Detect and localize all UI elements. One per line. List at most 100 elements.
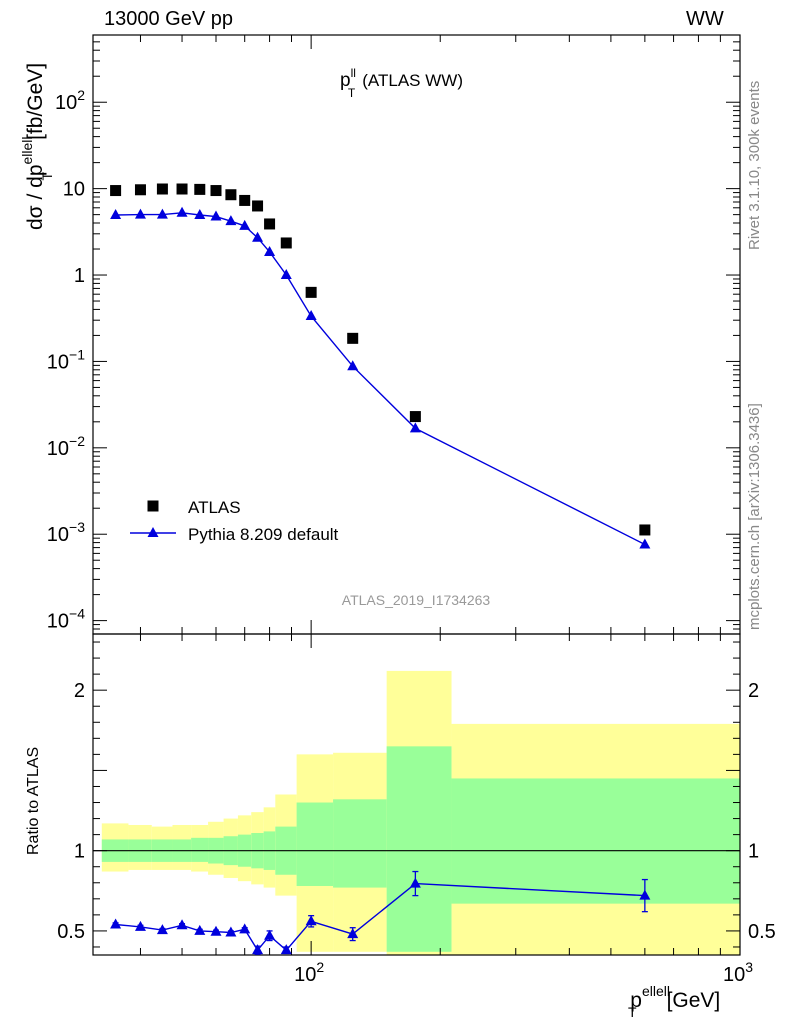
ratio-point <box>280 944 292 955</box>
x-tick-label-base: 10 <box>723 964 745 986</box>
legend-pythia-marker <box>147 527 159 537</box>
atlas-point <box>264 218 276 230</box>
pythia-point <box>176 206 188 217</box>
ratio-y-tick-label-right: 0.5 <box>748 921 776 943</box>
pythia-point <box>110 209 122 220</box>
y-tick-label-exp: −1 <box>69 346 85 362</box>
ratio-point <box>194 924 206 935</box>
ratio-point <box>305 915 317 926</box>
plot-title-sub: T <box>348 86 356 100</box>
x-tick-label-base: 10 <box>294 964 316 986</box>
plot-title: pll T (ATLAS WW) <box>340 66 463 100</box>
ratio-point <box>156 924 168 935</box>
header-left: 13000 GeV pp <box>104 8 233 30</box>
ratio-ylabel: Ratio to ATLAS <box>25 747 42 855</box>
ratio-point <box>210 925 222 936</box>
x-axis-label: pellell T [GeV] <box>628 983 720 1020</box>
pythia-point <box>252 231 264 242</box>
atlas-point <box>239 194 251 206</box>
atlas-point <box>225 189 237 201</box>
atlas-point <box>110 185 122 197</box>
atlas-point <box>194 183 206 195</box>
pythia-point <box>134 208 146 219</box>
ratio-y-tick-label: 2 <box>74 680 85 702</box>
pythia-point <box>156 208 168 219</box>
x-tick-label: 103 <box>723 959 753 986</box>
ratio-point <box>252 944 264 955</box>
atlas-point <box>156 183 168 195</box>
main-ylabel-text: dσ / dpellell T [fb/GeV] <box>19 63 55 230</box>
ratio-point <box>176 919 188 930</box>
y-tick-label-exp: 2 <box>77 87 85 103</box>
plot-title-sup: ll <box>351 66 356 80</box>
ratio-point <box>134 920 146 931</box>
pythia-point <box>264 245 276 256</box>
ratio-point <box>639 889 651 900</box>
y-tick-label-exp: −4 <box>69 606 85 622</box>
legend-pythia-label: Pythia 8.209 default <box>188 525 339 544</box>
ratio-point <box>110 918 122 929</box>
ratio-point <box>347 928 359 939</box>
atlas-point <box>210 185 222 197</box>
legend-atlas-marker <box>147 500 159 512</box>
x-tick-label-exp: 3 <box>745 959 753 975</box>
ylabel-main: dσ / dp <box>24 164 47 230</box>
ratio-y-tick-label: 0.5 <box>57 921 85 943</box>
y-tick-label: 10−4 <box>47 606 85 633</box>
band-inner <box>333 799 387 888</box>
y-tick-label-exp: −3 <box>69 519 85 535</box>
ratio-y-tick-label-right: 2 <box>748 680 759 702</box>
watermark: ATLAS_2019_I1734263 <box>342 592 491 608</box>
y-tick-label: 10 <box>63 179 85 201</box>
legend-atlas-label: ATLAS <box>188 498 241 517</box>
ylabel-rest: [fb/GeV] <box>24 63 47 140</box>
pythia-point <box>225 215 237 226</box>
band-inner <box>296 802 334 886</box>
pythia-point <box>409 422 421 433</box>
ratio-point <box>239 923 251 934</box>
y-tick-label-base: 10 <box>47 524 69 546</box>
atlas-point <box>305 286 317 298</box>
plot-title-rest: (ATLAS WW) <box>362 71 463 90</box>
pythia-point <box>210 210 222 221</box>
ratio-y-tick-label-right: 1 <box>748 841 759 863</box>
pythia-point <box>280 269 292 280</box>
band-inner <box>191 837 209 862</box>
y-tick-label-base: 10 <box>55 92 77 114</box>
y-tick-label-base: 10 <box>47 438 69 460</box>
atlas-point <box>409 411 421 423</box>
atlas-point <box>639 524 651 536</box>
ratio-frame <box>92 633 741 956</box>
y-tick-label: 10−2 <box>47 433 85 460</box>
y-tick-label-base: 10 <box>47 611 69 633</box>
pythia-point <box>194 209 206 220</box>
xlabel-rest: [GeV] <box>667 989 721 1012</box>
atlas-point <box>176 183 188 195</box>
atlas-point <box>134 184 146 196</box>
pythia-line <box>115 212 646 546</box>
y-tick-label: 102 <box>55 87 85 114</box>
main-ylabel: dσ / dpellell T [fb/GeV] <box>19 63 55 230</box>
ratio-point <box>264 929 276 940</box>
xlabel-sub: T <box>628 1004 637 1020</box>
ratio-point <box>409 877 421 888</box>
ylabel-sup: ellell <box>19 136 35 164</box>
pythia-point <box>347 360 359 371</box>
xlabel-main: p <box>630 989 642 1012</box>
xlabel-sup: ellell <box>642 983 670 999</box>
y-tick-label-base: 10 <box>47 351 69 373</box>
y-tick-label: 10−1 <box>47 346 85 373</box>
y-tick-label: 10−3 <box>47 519 85 546</box>
band-inner <box>386 746 452 952</box>
x-tick-label: 102 <box>294 959 324 986</box>
pythia-point <box>239 219 251 230</box>
ratio-point <box>225 926 237 937</box>
y-tick-label-base: 10 <box>63 179 85 201</box>
pythia-point <box>305 310 317 321</box>
ylabel-sub: T <box>39 171 55 180</box>
ratio-ylabel-text: Ratio to ATLAS <box>25 747 42 855</box>
ratio-y-tick-label: 1 <box>74 841 85 863</box>
